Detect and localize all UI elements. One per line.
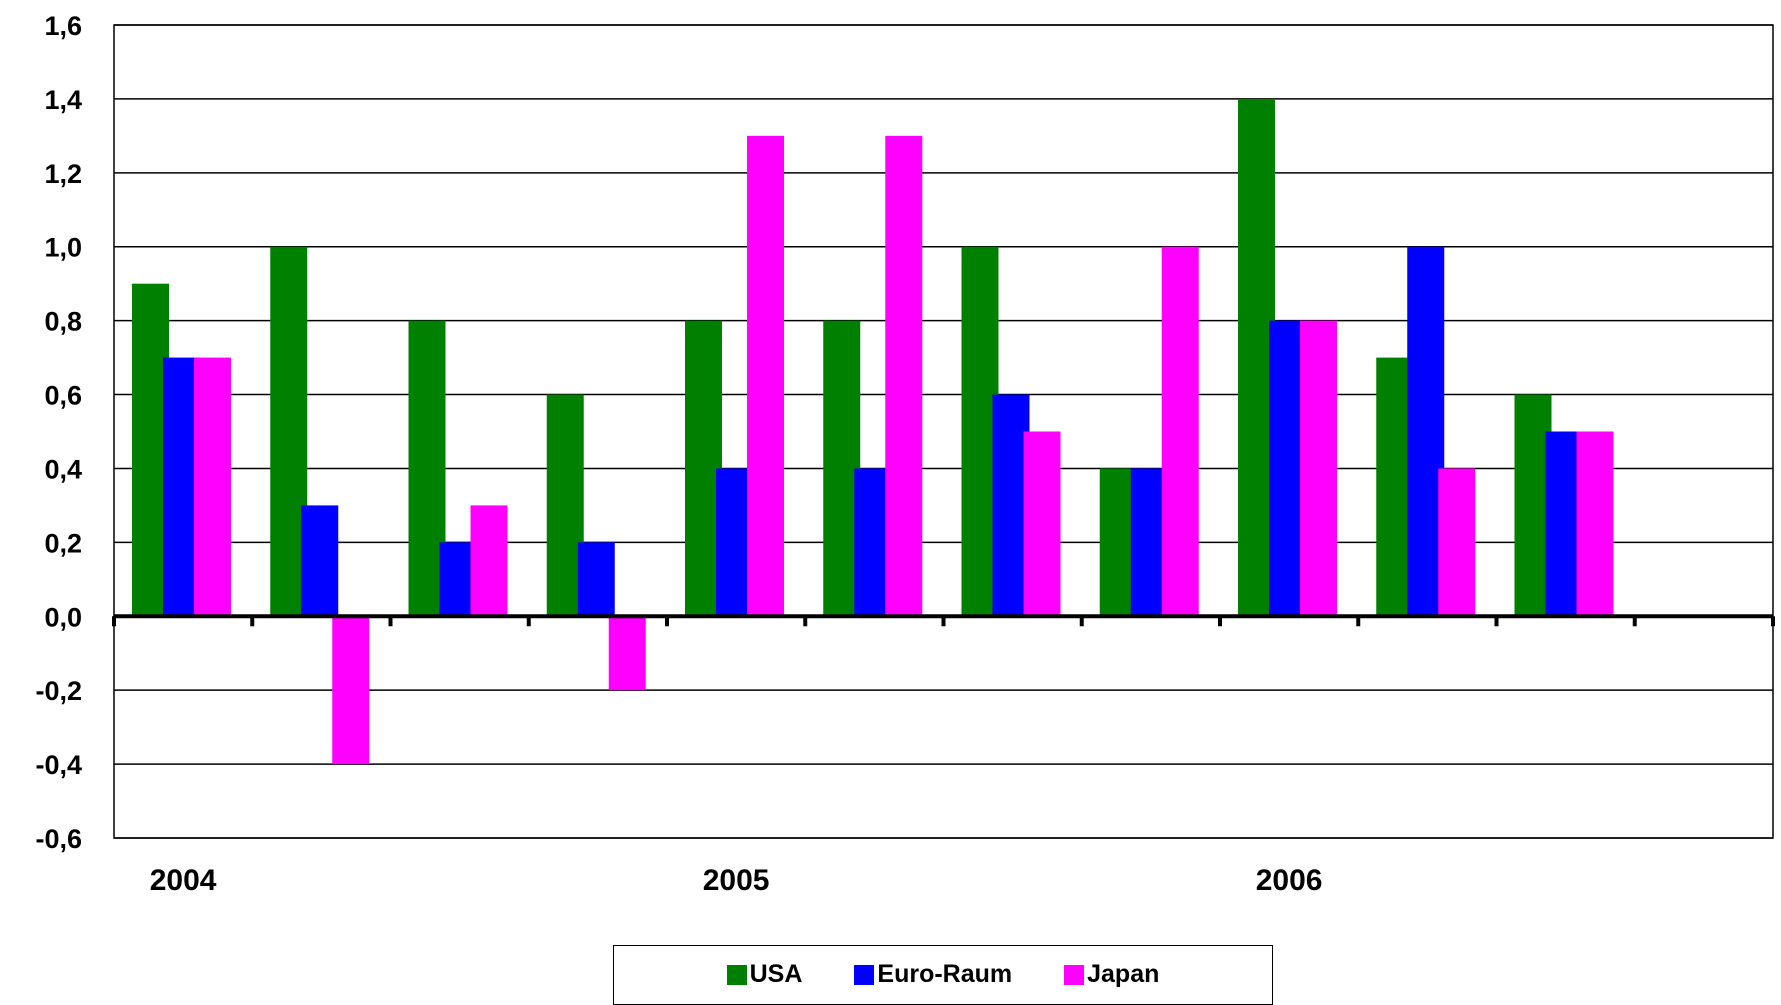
bar-usa	[1238, 98, 1275, 617]
legend-item-japan: Japan	[1064, 960, 1159, 989]
bar-usa	[961, 246, 999, 617]
x-group-label: 2006	[1256, 864, 1323, 897]
bar-usa	[132, 283, 169, 617]
bar-japan	[470, 505, 508, 617]
legend-swatch-usa	[726, 964, 747, 985]
legend-swatch-japan	[1064, 964, 1085, 985]
legend-label-usa: USA	[749, 960, 803, 988]
y-tick-label: 1,2	[44, 159, 82, 189]
bar-japan	[885, 135, 923, 617]
y-tick-label: -0,2	[35, 676, 82, 706]
legend: USA Euro-Raum Japan	[613, 945, 1273, 1005]
legend-label-japan: Japan	[1087, 960, 1160, 988]
bar-usa	[1376, 357, 1414, 617]
y-tick-label: 0,6	[44, 381, 82, 411]
legend-item-euro-raum: Euro-Raum	[854, 960, 1012, 989]
bar-euro-raum	[577, 542, 615, 617]
y-tick-label: -0,4	[35, 750, 82, 780]
bar-usa	[1099, 468, 1137, 617]
bar-japan	[1300, 320, 1337, 617]
bar-usa	[270, 246, 308, 617]
bar-japan	[194, 357, 231, 617]
bar-euro-raum	[1545, 431, 1583, 617]
bar-usa	[823, 320, 861, 617]
x-group-label: 2005	[703, 864, 770, 897]
bar-euro-raum	[1130, 468, 1168, 617]
legend-swatch-euro-raum	[854, 964, 875, 985]
bar-euro-raum	[439, 542, 477, 617]
bar-japan	[747, 135, 784, 617]
plot-frame	[113, 24, 1774, 839]
bar-japan	[1438, 468, 1476, 617]
bar-japan	[1023, 431, 1061, 617]
legend-label-euro-raum: Euro-Raum	[877, 960, 1013, 988]
bar-euro-raum	[163, 357, 200, 617]
bar-usa	[408, 320, 446, 617]
bar-japan	[1161, 246, 1199, 617]
bar-japan	[608, 616, 646, 691]
bar-japan	[332, 616, 370, 765]
bar-japan	[1576, 431, 1614, 617]
y-tick-label: 0,8	[44, 307, 82, 337]
bar-euro-raum	[1407, 246, 1445, 617]
y-tick-label: 1,6	[44, 11, 82, 41]
x-group-label: 2004	[150, 864, 217, 897]
y-tick-label: 0,4	[44, 454, 82, 484]
y-tick-label: 1,4	[44, 85, 82, 115]
bar-usa	[1514, 394, 1552, 617]
y-tick-label: -0,6	[35, 824, 82, 854]
bar-usa	[685, 320, 722, 617]
bar-euro-raum	[301, 505, 339, 617]
legend-item-usa: USA	[726, 960, 803, 989]
bar-euro-raum	[992, 394, 1030, 617]
y-tick-label: 1,0	[44, 233, 82, 263]
bar-euro-raum	[1269, 320, 1306, 617]
bar-euro-raum	[854, 468, 892, 617]
bar-euro-raum	[716, 468, 753, 617]
bar-chart: 1,6 1,4 1,2 1,0 0,8 0,6 0,4 0,2 0,0 -0,2 -0,4 -0,6 2…	[35, 11, 1775, 897]
y-tick-label: 0,0	[44, 602, 82, 632]
bar-usa	[546, 394, 584, 617]
y-tick-label: 0,2	[44, 528, 82, 558]
